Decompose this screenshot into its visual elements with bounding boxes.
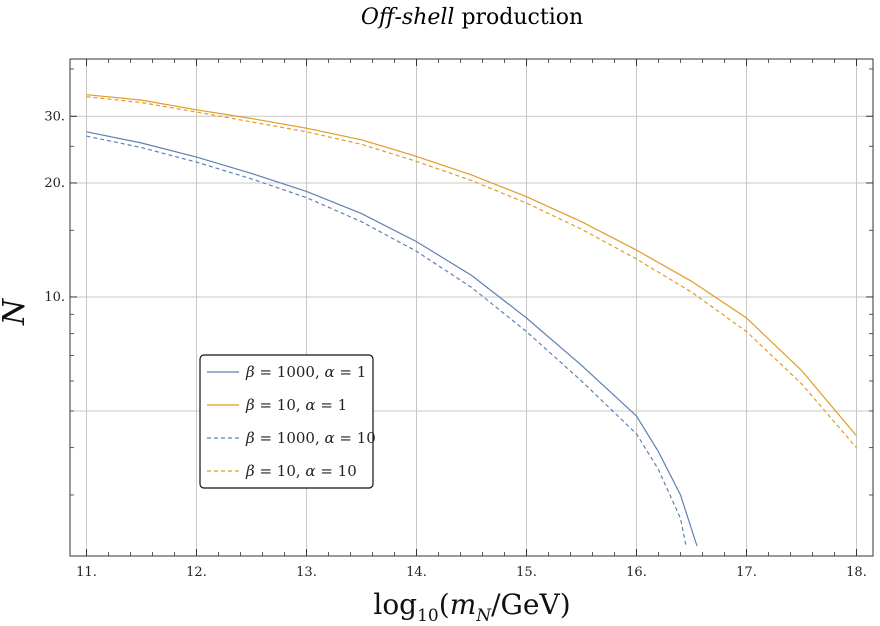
- plot-frame: [69, 58, 874, 557]
- axis-ticks: [70, 59, 873, 556]
- chart-title: Off-shell production: [361, 5, 583, 30]
- legend-box: [199, 354, 374, 489]
- plot-border: [69, 58, 874, 557]
- x-tick-label: 12.: [186, 565, 207, 580]
- y-tick-label: 10.: [44, 290, 65, 305]
- x-tick-label: 14.: [406, 565, 427, 580]
- x-tick-label: 11.: [76, 565, 97, 580]
- grid-lines: [70, 59, 873, 556]
- y-axis-label: N: [0, 297, 32, 326]
- x-tick-label: 18.: [846, 565, 867, 580]
- legend-label-3: β = 1000, α = 10: [245, 429, 376, 447]
- x-tick-label: 17.: [736, 565, 757, 580]
- legend-label-1: β = 1000, α = 1: [245, 363, 366, 381]
- x-axis-label-base: 10: [417, 606, 439, 626]
- legend-label-4: β = 10, α = 10: [245, 462, 357, 480]
- x-axis-label-unit: /GeV): [491, 588, 571, 621]
- y-tick-label: 20.: [44, 176, 65, 191]
- legend-items: β = 1000, α = 1 β = 10, α = 1 β = 1000, α …: [207, 363, 376, 480]
- x-tick-label: 16.: [626, 565, 647, 580]
- series-line-2: [86, 94, 857, 437]
- chart-title-rest: production: [454, 5, 583, 30]
- y-tick-label: 30.: [44, 109, 65, 124]
- x-tick-label: 13.: [296, 565, 317, 580]
- series-line-3: [86, 135, 687, 547]
- x-axis-label-msub: N: [475, 606, 492, 626]
- legend: β = 1000, α = 1 β = 10, α = 1 β = 1000, α …: [199, 354, 376, 489]
- series-line-4: [86, 96, 857, 449]
- chart-title-italic: Off-shell: [361, 5, 455, 30]
- tick-labels: 11. 12. 13. 14. 15. 16. 17. 18. 10. 20. 30.: [44, 109, 867, 580]
- x-tick-label: 15.: [516, 565, 537, 580]
- x-axis-label-log: log: [373, 588, 417, 621]
- series-line-1: [86, 131, 698, 547]
- x-axis-label-open: (: [439, 588, 450, 621]
- legend-label-2: β = 10, α = 1: [245, 396, 347, 414]
- x-axis-label-m: m: [450, 588, 477, 621]
- series-lines: [86, 94, 857, 547]
- x-axis-label: log10(mN/GeV): [373, 588, 570, 626]
